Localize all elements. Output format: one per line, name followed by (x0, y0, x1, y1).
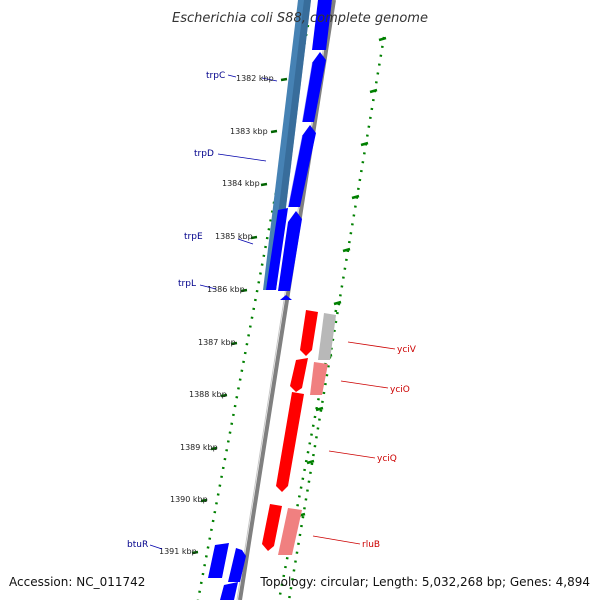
gene-label-yciO[interactable]: yciO (390, 385, 410, 395)
gene-label-trpL[interactable]: trpL (178, 279, 196, 289)
gene-block-bottom[interactable] (220, 582, 238, 600)
scale-labels: 1382 kbp 1383 kbp 1384 kbp 1385 kbp 1386… (159, 74, 278, 556)
reverse-gene-blocks (262, 310, 336, 555)
gene-label-yciV[interactable]: yciV (397, 345, 417, 355)
gene-block-top (312, 0, 332, 50)
gene-trpD[interactable] (288, 125, 316, 207)
gene-yciQ[interactable] (276, 392, 304, 492)
gene-rluB[interactable] (262, 504, 282, 551)
kbp-label: 1385 kbp (215, 232, 253, 241)
gene-label-rluB[interactable]: rluB (362, 540, 380, 550)
gene-btuR-2[interactable] (228, 548, 246, 582)
gene-label-trpD[interactable]: trpD (194, 149, 214, 159)
accession-label: Accession: NC_011742 (9, 575, 145, 589)
map-title: Escherichia coli S88, complete genome (172, 11, 428, 26)
gene-label-btuR[interactable]: btuR (127, 540, 148, 550)
gene-yciV[interactable] (300, 310, 318, 356)
gene-trpC[interactable] (302, 52, 326, 122)
gene-trpL[interactable] (280, 295, 292, 300)
kbp-label: 1388 kbp (189, 390, 227, 399)
kbp-label: 1384 kbp (222, 179, 260, 188)
kbp-label: 1383 kbp (230, 127, 268, 136)
gene-trpE[interactable] (278, 211, 302, 291)
gene-yciO[interactable] (290, 358, 308, 392)
kbp-label: 1382 kbp (236, 74, 274, 83)
kbp-label: 1390 kbp (170, 495, 208, 504)
gene-yciV-pseudo[interactable] (318, 313, 336, 360)
gene-trpE-2[interactable] (266, 208, 288, 290)
forward-gene-labels: trpC trpD trpE trpL btuR (127, 71, 267, 550)
gene-rluB-pseudo[interactable] (278, 508, 302, 555)
kbp-label: 1386 kbp (207, 285, 245, 294)
gc-skew-track-inner (196, 24, 310, 600)
outer-track-ticks (297, 36, 387, 518)
gene-yciO-pseudo[interactable] (310, 362, 328, 395)
gene-label-yciQ[interactable]: yciQ (377, 454, 397, 464)
reverse-gene-labels: yciV yciO yciQ rluB (312, 341, 417, 550)
gene-btuR[interactable] (208, 543, 229, 578)
gene-label-trpC[interactable]: trpC (206, 71, 225, 81)
forward-gene-blocks (208, 0, 332, 600)
scale-ticks (191, 77, 288, 555)
genome-stats: Topology: circular; Length: 5,032,268 bp… (259, 575, 590, 589)
kbp-label: 1387 kbp (198, 338, 236, 347)
kbp-label: 1391 kbp (159, 547, 197, 556)
gene-separators (287, 62, 313, 208)
kbp-label: 1389 kbp (180, 443, 218, 452)
gene-label-trpE[interactable]: trpE (184, 232, 203, 242)
